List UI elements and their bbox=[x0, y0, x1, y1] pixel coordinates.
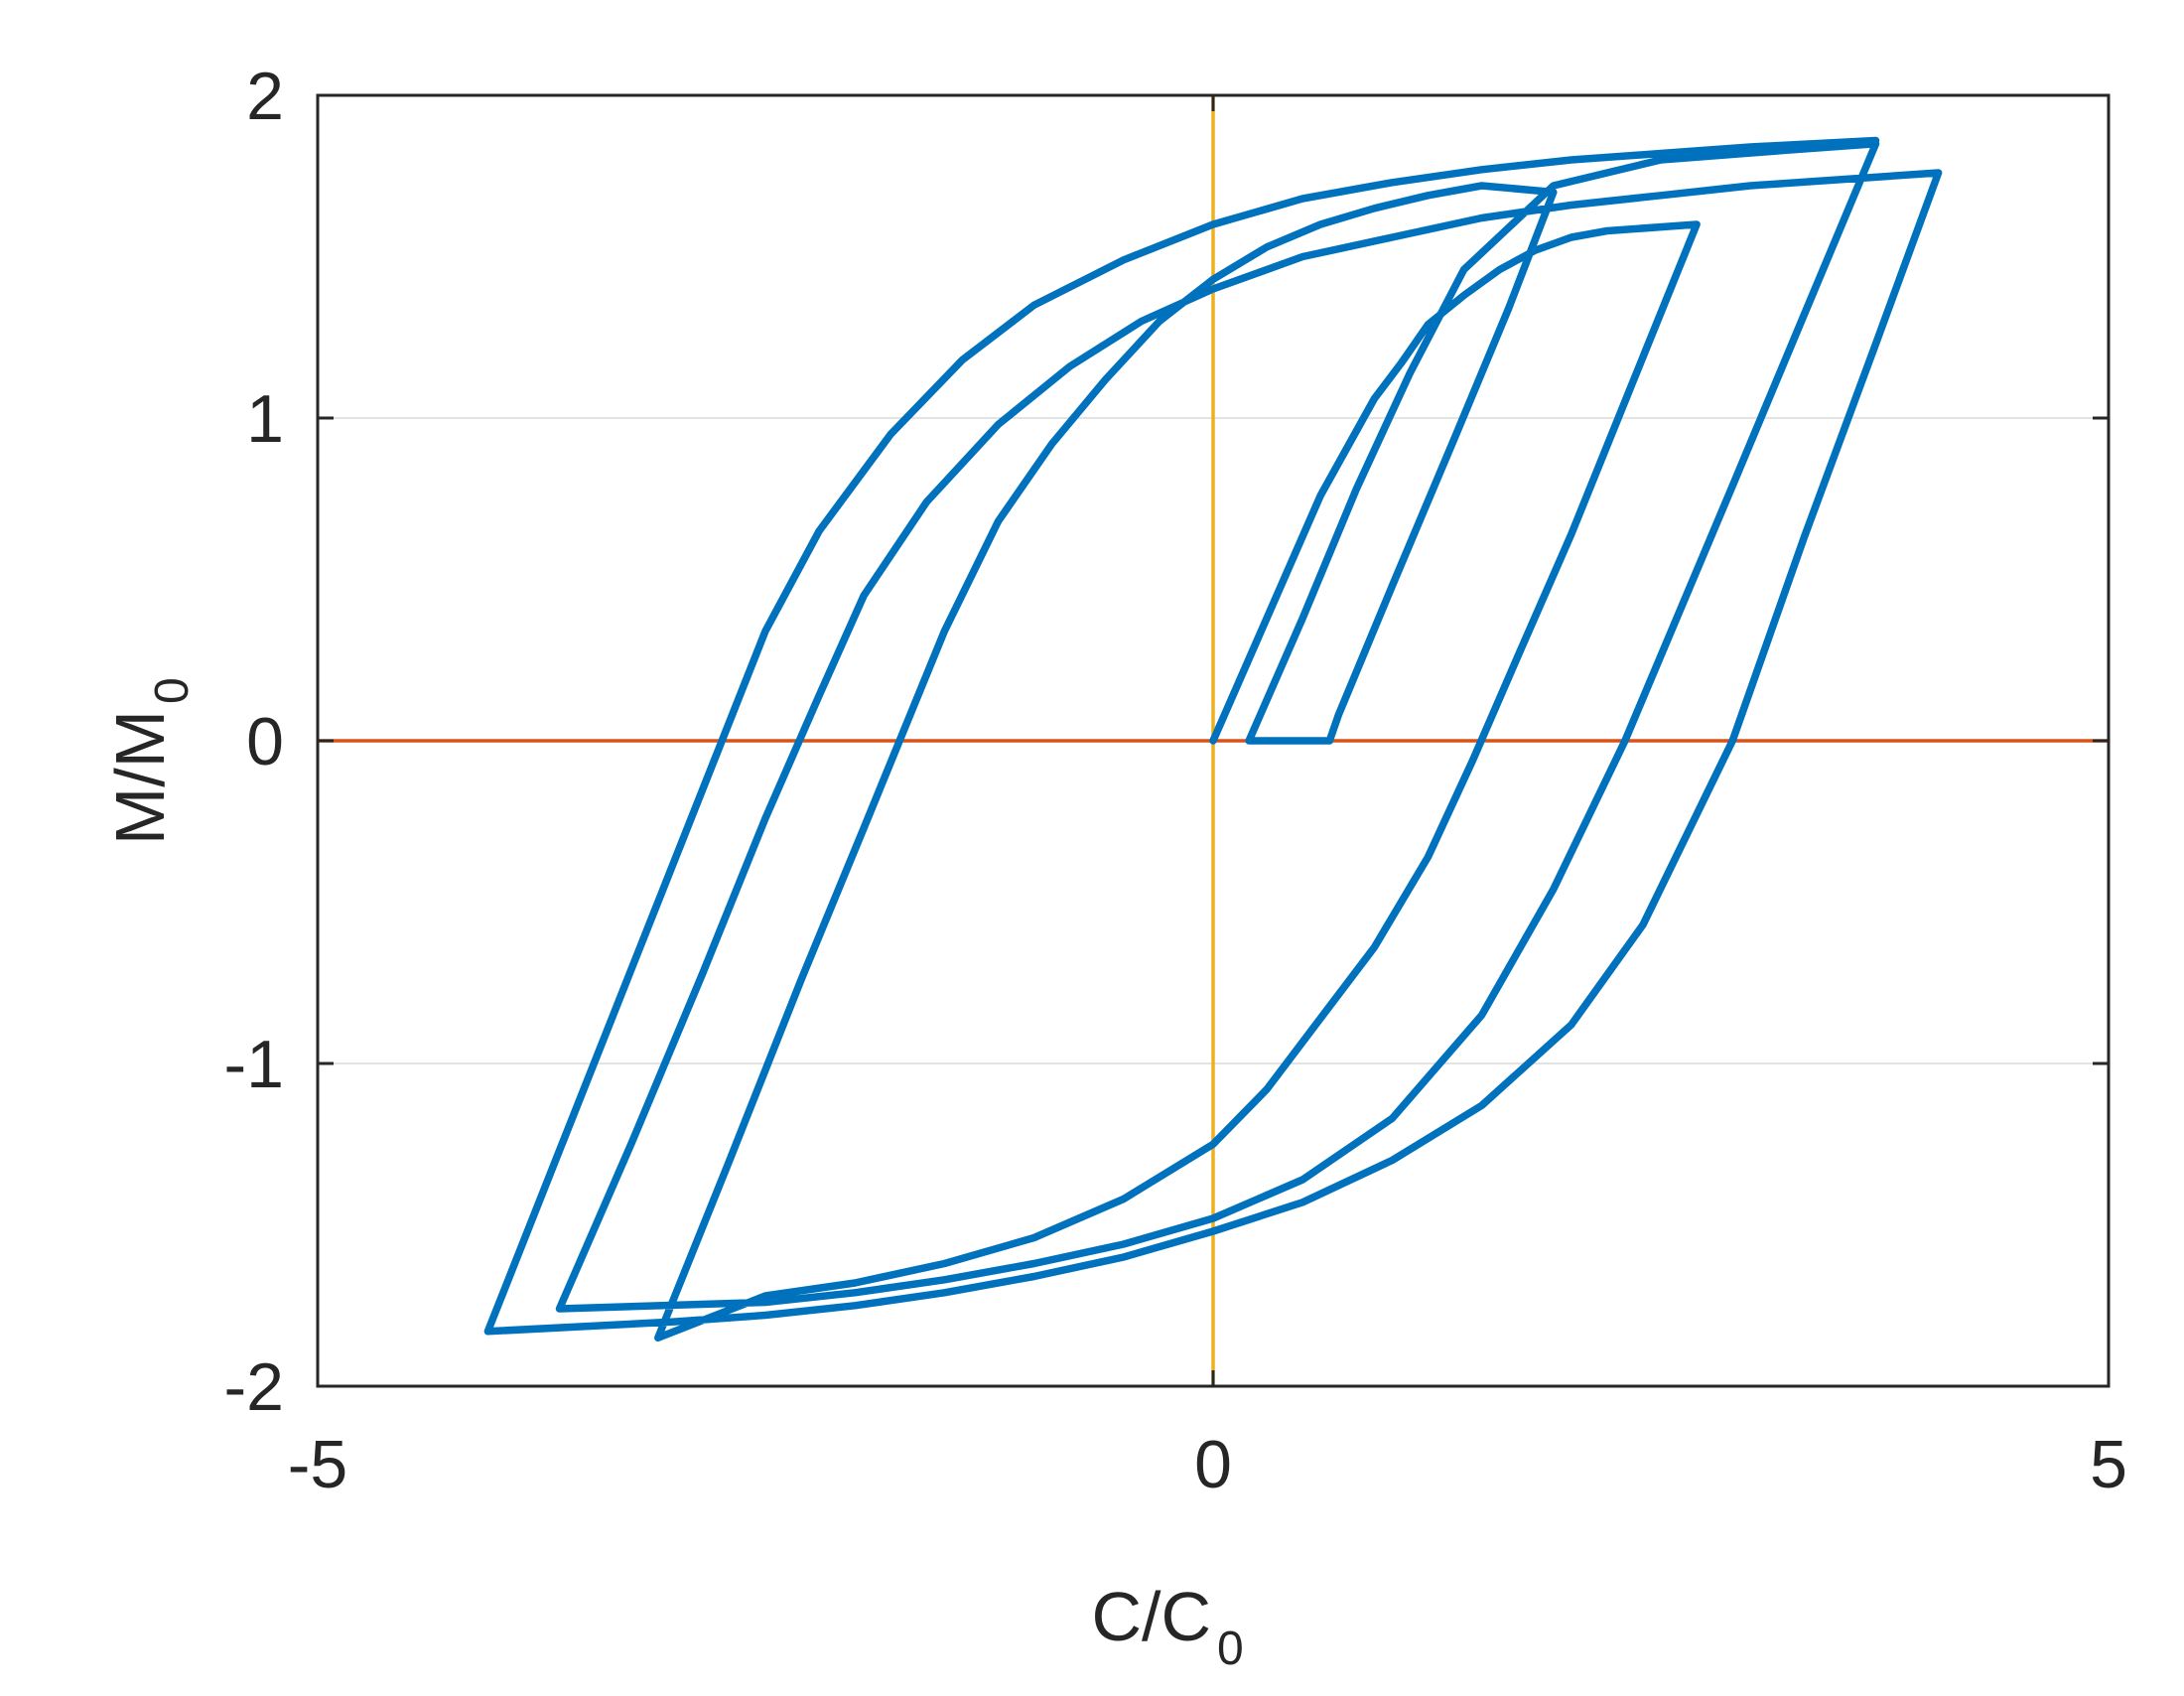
series-line bbox=[483, 136, 1943, 1343]
series-layer bbox=[483, 136, 1943, 1343]
x-axis-label: C/C bbox=[1091, 1578, 1211, 1655]
axes-box bbox=[316, 93, 2111, 1388]
y-tick-label: 1 bbox=[246, 381, 284, 457]
y-tick-label: -1 bbox=[224, 1027, 284, 1102]
x-tick-label: 5 bbox=[2090, 1427, 2127, 1502]
y-tick-label: 2 bbox=[246, 59, 284, 134]
x-tick-label: 0 bbox=[1194, 1427, 1232, 1502]
y-axis-label-main: M/M bbox=[101, 710, 179, 845]
x-axis-label-main: C/C bbox=[1091, 1578, 1211, 1655]
y-axis-label: M/M bbox=[101, 710, 179, 845]
y-tick-label: -2 bbox=[224, 1349, 284, 1425]
y-axis-label-subscript: 0 bbox=[146, 677, 199, 704]
tick-labels: -5 0 5 -2 -1 0 1 2 bbox=[224, 59, 2127, 1502]
y-tick-label: 0 bbox=[246, 704, 284, 779]
x-tick-label: -5 bbox=[288, 1427, 347, 1502]
x-axis-label-sub: 0 bbox=[1217, 1623, 1244, 1675]
x-axis-label-subscript: 0 bbox=[1217, 1623, 1244, 1675]
y-axis-label-sub: 0 bbox=[146, 677, 199, 704]
